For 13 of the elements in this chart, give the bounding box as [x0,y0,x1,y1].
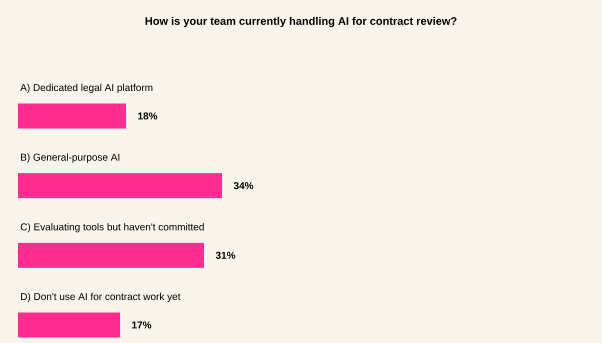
text: How is your team currently handling AI for contract review? [146,16,457,28]
bar [18,312,120,338]
data-label: 17% [132,321,152,329]
data-label: 18% [138,112,158,120]
y-tick-label: B) General-purpose AI [21,153,120,163]
y-tick-label: A) Dedicated legal AI platform [20,84,152,94]
bar [18,242,204,268]
data-label: 31% [216,252,236,259]
data-label: 34% [234,182,254,190]
y-tick-label: C) Evaluating tools but haven't committed [20,223,204,232]
y-tick-label: D) Don't use AI for contract work yet [21,292,180,302]
bar [18,173,222,198]
bar [18,103,126,128]
